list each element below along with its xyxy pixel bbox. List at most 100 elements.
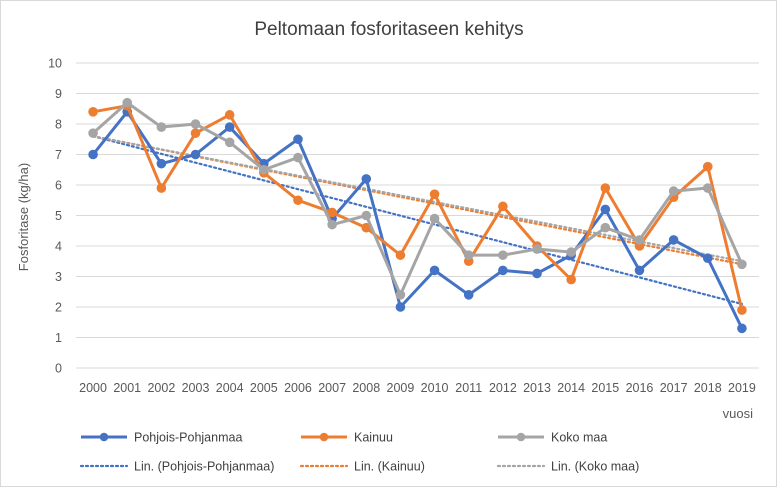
x-tick-label: 2018 — [694, 381, 722, 395]
data-point — [327, 207, 337, 218]
data-point — [224, 110, 235, 120]
data-point — [293, 134, 303, 145]
data-point — [293, 195, 303, 206]
data-point — [156, 122, 167, 132]
y-tick-label: 3 — [55, 270, 62, 284]
data-point — [224, 137, 235, 148]
legend-label: Pohjois-Pohjanmaa — [134, 431, 242, 445]
data-point — [429, 213, 440, 224]
x-tick-label: 2002 — [147, 381, 175, 395]
x-tick-label: 2011 — [455, 381, 482, 395]
y-tick-label: 2 — [55, 301, 62, 315]
y-tick-label: 8 — [55, 118, 62, 132]
data-point — [737, 323, 747, 334]
x-axis-title: vuosi — [723, 406, 753, 421]
data-point — [395, 290, 406, 300]
data-point — [463, 290, 474, 300]
series-group — [88, 97, 747, 334]
data-point — [498, 250, 508, 260]
data-point — [634, 265, 645, 276]
x-tick-label: 2003 — [182, 381, 210, 395]
trendline — [91, 135, 744, 306]
data-point — [532, 268, 542, 279]
data-point — [395, 302, 406, 312]
legend-label: Lin. (Pohjois-Pohjanmaa) — [134, 460, 274, 474]
legend-label: Lin. (Koko maa) — [551, 460, 639, 474]
x-tick-label: 2005 — [250, 381, 278, 395]
y-axis-title: Fosforitase (kg/ha) — [16, 163, 31, 271]
legend-label: Lin. (Kainuu) — [354, 460, 425, 474]
series-line — [91, 110, 744, 330]
data-point — [259, 164, 269, 175]
data-point — [498, 201, 508, 212]
data-point — [532, 244, 542, 254]
data-point — [327, 219, 337, 230]
data-point — [88, 149, 98, 160]
x-tick-label: 2006 — [284, 381, 312, 395]
y-tick-label: 5 — [55, 209, 62, 223]
data-point — [156, 183, 167, 193]
y-tick-label: 7 — [55, 148, 62, 162]
gridlines — [76, 62, 759, 369]
data-point — [737, 259, 747, 270]
data-point — [600, 222, 611, 233]
data-point — [293, 152, 303, 163]
x-tick-labels: 2000 2001 2002 2003 2004 2005 2006 2007 2008 2009… — [79, 381, 756, 395]
x-tick-label: 2014 — [557, 381, 585, 395]
x-tick-label: 2016 — [626, 381, 654, 395]
chart-title: Peltomaan fosforitaseen kehitys — [254, 19, 523, 40]
data-point — [702, 183, 713, 193]
data-point — [190, 149, 201, 160]
data-point — [224, 122, 235, 132]
data-point — [668, 186, 679, 196]
data-point — [122, 97, 133, 108]
trendlines — [91, 135, 744, 306]
x-tick-label: 2009 — [387, 381, 415, 395]
data-point — [190, 119, 201, 129]
y-tick-label: 0 — [55, 362, 62, 376]
data-point — [566, 247, 576, 257]
data-point — [395, 250, 406, 260]
legend-swatch-marker — [319, 432, 329, 442]
x-tick-label: 2001 — [113, 381, 141, 395]
data-point — [88, 128, 98, 138]
x-tick-label: 2010 — [421, 381, 449, 395]
y-tick-label: 1 — [55, 331, 62, 345]
x-tick-label: 2017 — [660, 381, 688, 395]
data-point — [429, 189, 440, 199]
x-tick-label: 2015 — [591, 381, 619, 395]
legend-label: Kainuu — [354, 431, 393, 445]
x-tick-label: 2013 — [523, 381, 551, 395]
data-point — [702, 253, 713, 264]
data-point — [88, 107, 98, 117]
data-point — [600, 183, 611, 193]
data-point — [190, 128, 201, 138]
data-point — [737, 305, 747, 315]
x-tick-label: 2007 — [318, 381, 346, 395]
data-point — [463, 250, 474, 260]
legend-swatch-marker — [99, 432, 109, 442]
data-point — [566, 274, 576, 285]
y-tick-label: 10 — [48, 57, 62, 71]
series-line — [92, 101, 744, 297]
x-tick-label: 2012 — [489, 381, 517, 395]
legend: Pohjois-Pohjanmaa Kainuu Koko maa Lin. (Poh… — [79, 431, 639, 474]
data-point — [361, 210, 372, 221]
data-point — [702, 161, 713, 172]
x-tick-label: 2019 — [728, 381, 756, 395]
y-tick-label: 9 — [55, 87, 62, 101]
trendline — [91, 135, 744, 263]
data-point — [429, 265, 440, 276]
x-tick-label: 2008 — [352, 381, 380, 395]
data-point — [634, 235, 645, 245]
data-point — [361, 174, 372, 184]
y-tick-label: 6 — [55, 179, 62, 193]
x-tick-label: 2000 — [79, 381, 107, 395]
y-tick-label: 4 — [55, 240, 62, 254]
data-point — [668, 235, 679, 245]
data-point — [600, 204, 611, 215]
data-point — [156, 158, 167, 169]
x-tick-label: 2004 — [216, 381, 244, 395]
